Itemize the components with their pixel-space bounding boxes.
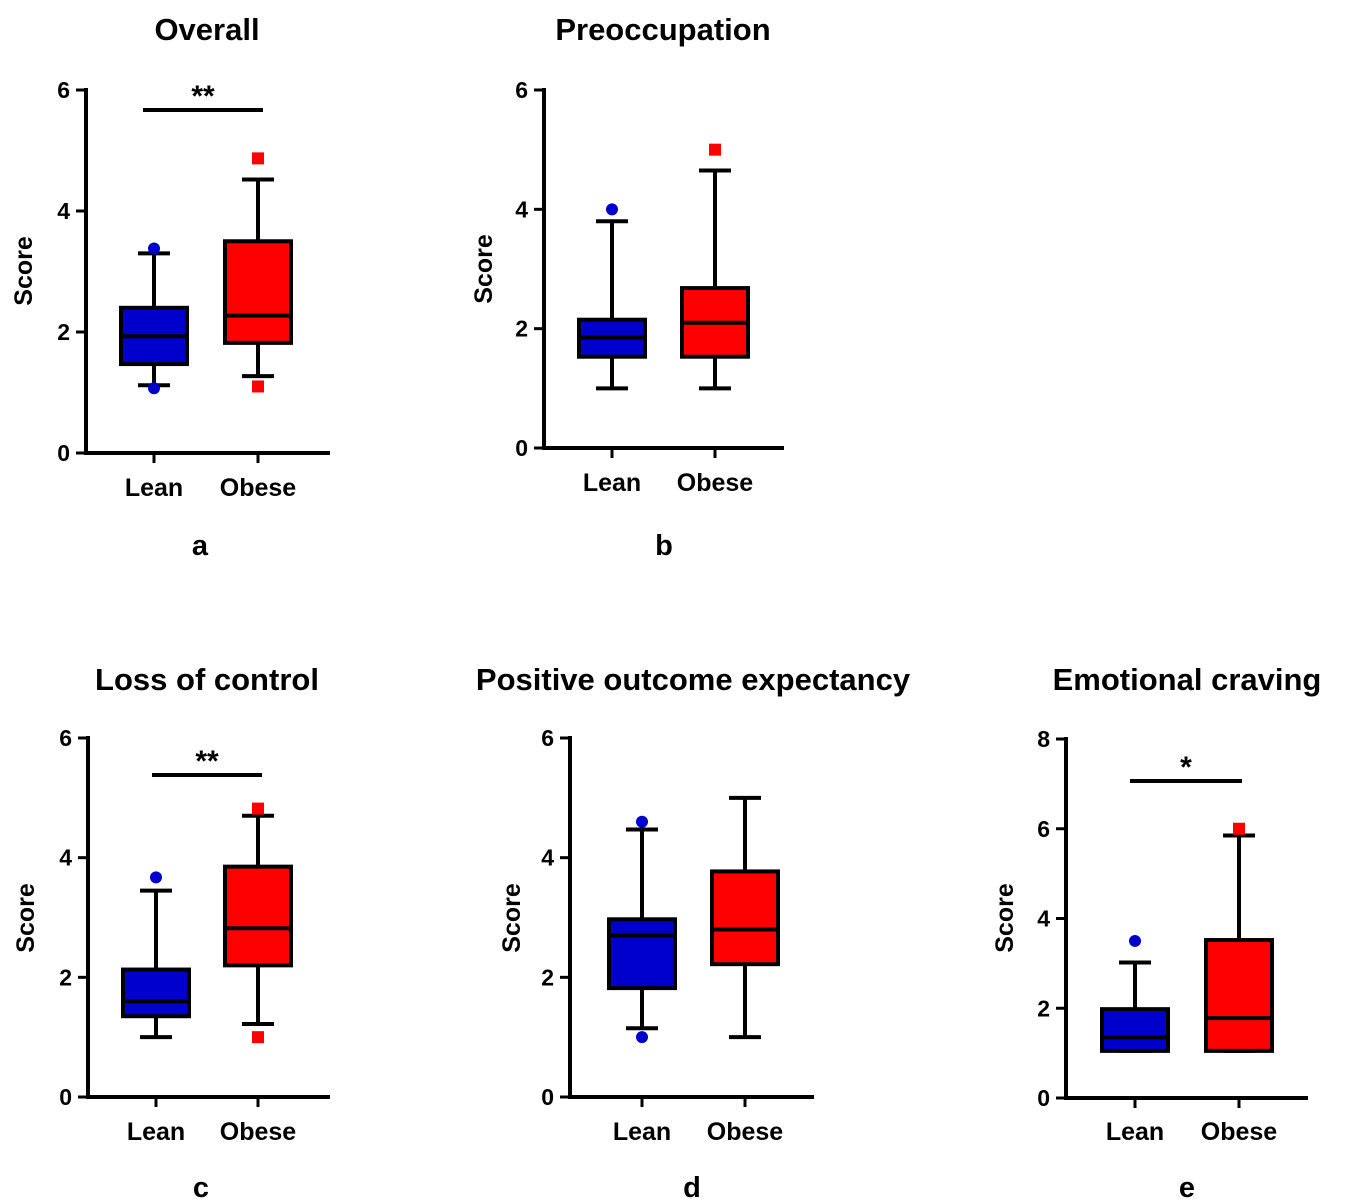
significance-marker-a: ** — [191, 80, 215, 113]
category-label-lean-a: Lean — [125, 474, 183, 502]
box-lean-c — [121, 967, 191, 1019]
y-axis-label-b: Score — [470, 234, 498, 304]
chart-title-c: Loss of control — [95, 662, 319, 697]
box-lean-e — [1100, 1007, 1170, 1053]
panel-letter-c: c — [193, 1172, 209, 1199]
y-tick-label-e: 2 — [1037, 995, 1050, 1021]
y-tick-label-b: 0 — [515, 435, 528, 461]
y-tick-label-d: 4 — [541, 845, 554, 871]
y-axis-label-e: Score — [991, 883, 1019, 953]
category-label-lean-e: Lean — [1106, 1118, 1164, 1146]
panel-letter-e: e — [1179, 1172, 1195, 1199]
y-tick-label-b: 6 — [515, 77, 528, 103]
chart-title-b: Preoccupation — [555, 12, 770, 47]
panel-letter-b: b — [655, 530, 673, 562]
y-tick-label-d: 0 — [541, 1084, 554, 1110]
y-tick-label-e: 8 — [1037, 726, 1050, 752]
category-label-obese-d: Obese — [707, 1118, 784, 1146]
y-tick-label-e: 0 — [1037, 1085, 1050, 1111]
significance-marker-c: ** — [195, 745, 219, 778]
outlier-point-lean-e — [1129, 934, 1141, 947]
category-label-lean-d: Lean — [613, 1118, 671, 1146]
outlier-point-lean-b — [606, 203, 618, 216]
outlier-point-lean-c — [150, 871, 162, 884]
outlier-point-obese-b — [709, 143, 721, 156]
outlier-point-obese-a — [252, 152, 264, 165]
category-label-obese-c: Obese — [220, 1118, 297, 1146]
outlier-point-obese-a — [252, 380, 264, 393]
y-tick-label-c: 6 — [59, 725, 72, 751]
y-axis-label-c: Score — [12, 883, 40, 953]
category-label-obese-b: Obese — [677, 469, 754, 497]
box-obese-d — [710, 869, 780, 967]
y-tick-label-a: 4 — [57, 198, 70, 224]
y-tick-label-e: 4 — [1037, 906, 1050, 932]
outlier-point-lean-d — [636, 1031, 648, 1044]
outlier-point-lean-d — [636, 815, 648, 828]
category-label-obese-a: Obese — [220, 474, 297, 502]
box-obese-c — [223, 864, 293, 968]
panel-letter-a: a — [192, 530, 209, 562]
panel-letter-d: d — [683, 1172, 701, 1199]
y-tick-label-b: 2 — [515, 316, 528, 342]
outlier-point-lean-a — [148, 242, 160, 255]
box-obese-a — [223, 239, 293, 345]
outlier-point-obese-e — [1233, 822, 1245, 835]
outlier-point-obese-c — [252, 1031, 264, 1044]
chart-title-a: Overall — [154, 12, 259, 47]
outlier-point-lean-a — [148, 382, 160, 395]
y-tick-label-c: 0 — [59, 1084, 72, 1110]
y-tick-label-a: 0 — [57, 440, 70, 466]
category-label-lean-b: Lean — [583, 469, 641, 497]
y-tick-label-b: 4 — [515, 196, 528, 222]
significance-marker-e: * — [1180, 751, 1192, 784]
outlier-point-obese-c — [252, 802, 264, 815]
box-obese-e — [1204, 938, 1274, 1053]
chart-title-d: Positive outcome expectancy — [476, 662, 911, 697]
chart-title-e: Emotional craving — [1053, 662, 1322, 697]
y-tick-label-c: 2 — [59, 964, 72, 990]
category-label-lean-c: Lean — [127, 1118, 185, 1146]
y-tick-label-e: 6 — [1037, 816, 1050, 842]
y-axis-label-d: Score — [498, 883, 526, 953]
y-tick-label-d: 6 — [541, 725, 554, 751]
y-tick-label-d: 2 — [541, 964, 554, 990]
category-label-obese-e: Obese — [1201, 1118, 1278, 1146]
y-tick-label-a: 2 — [57, 319, 70, 345]
y-tick-label-a: 6 — [57, 77, 70, 103]
y-axis-label-a: Score — [10, 236, 38, 306]
box-lean-d — [607, 917, 677, 991]
y-tick-label-c: 4 — [59, 845, 72, 871]
